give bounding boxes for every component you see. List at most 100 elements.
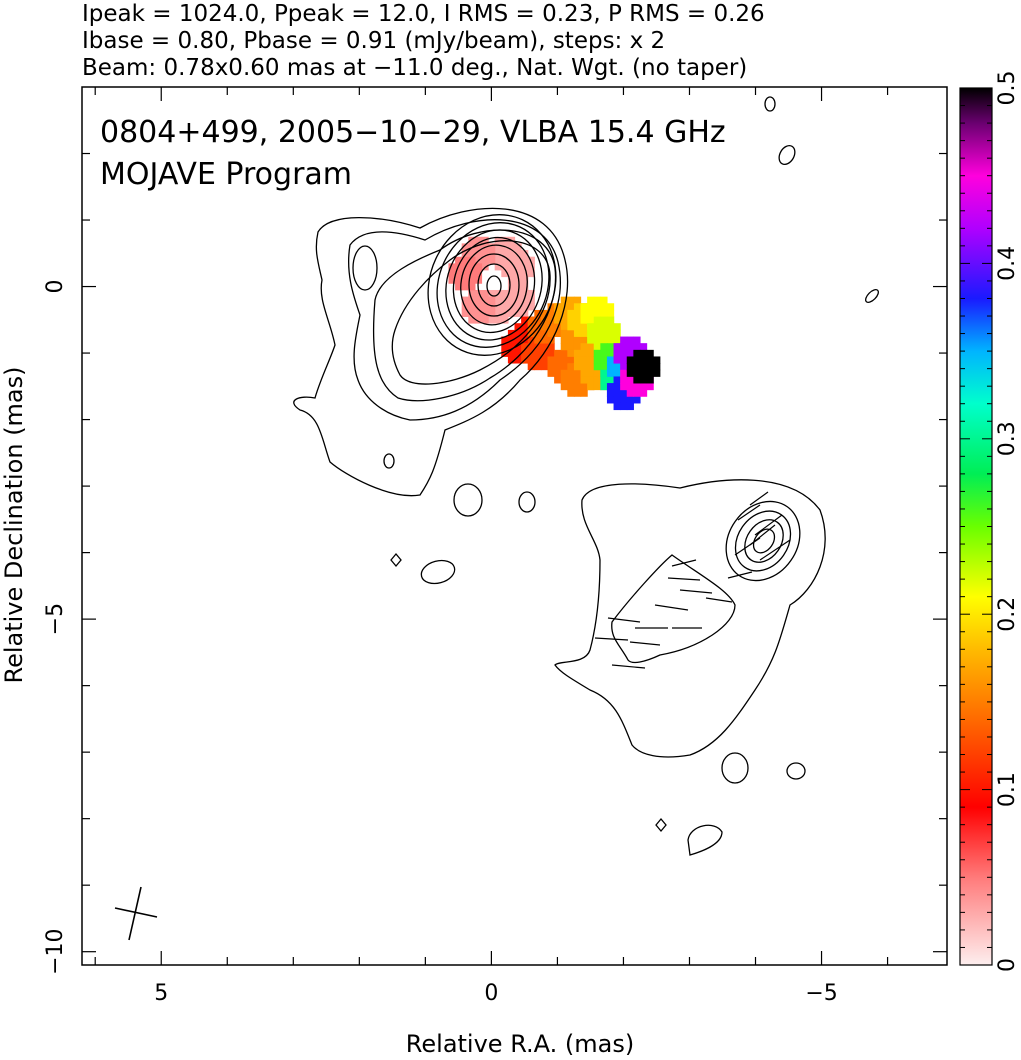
pol-pixel — [646, 349, 654, 358]
pol-pixel — [613, 323, 621, 331]
island-contour — [764, 96, 776, 112]
pol-pixel — [540, 329, 549, 337]
pol-pixel — [613, 356, 621, 364]
pol-pixel — [507, 269, 516, 278]
pol-pixel — [646, 376, 654, 384]
core-contour-5 — [427, 214, 557, 356]
pol-pixel — [514, 303, 522, 311]
pol-pixel — [600, 316, 608, 324]
pol-pixel — [580, 376, 588, 384]
pol-pixel — [593, 309, 601, 318]
pol-pixel — [600, 303, 608, 311]
pol-pixel — [587, 356, 595, 364]
pol-pixel — [580, 329, 588, 337]
pol-pixel — [573, 329, 582, 337]
jet-outer-contour — [554, 479, 826, 758]
pol-pixel — [474, 243, 483, 251]
pol-pixel — [547, 309, 555, 318]
pol-pixel — [587, 349, 595, 358]
core-contour-7 — [445, 229, 543, 341]
pol-pixel — [587, 316, 595, 324]
header-line-2: Ibase = 0.80, Pbase = 0.91 (mJy/beam), s… — [82, 28, 665, 54]
pol-pixel — [573, 363, 582, 371]
pol-pixel — [560, 343, 568, 351]
pol-pixel — [501, 269, 509, 278]
pol-pixel — [514, 329, 522, 338]
pol-pixel — [534, 336, 542, 344]
chart-subtitle: MOJAVE Program — [100, 157, 352, 192]
pol-pixel — [547, 349, 555, 357]
pol-pixel — [573, 356, 582, 364]
pol-pixel — [600, 363, 608, 371]
pol-pixel — [620, 362, 628, 371]
pol-pixel — [468, 303, 476, 311]
pol-pixel — [507, 243, 516, 251]
pol-pixel — [580, 382, 588, 391]
pol-pixel — [573, 309, 582, 318]
pol-pixel — [507, 283, 516, 291]
pol-pixel — [507, 250, 516, 258]
beam-major-axis — [128, 886, 142, 941]
core-contour-2 — [348, 219, 561, 421]
island-contour — [786, 762, 806, 780]
evpa-stick — [737, 504, 761, 521]
pol-pixel — [567, 363, 575, 371]
pol-pixel — [633, 396, 641, 404]
pol-pixel — [633, 389, 641, 397]
pol-pixel — [554, 356, 562, 364]
pol-pixel — [474, 309, 483, 318]
pol-pixel — [540, 356, 549, 364]
header-line-3: Beam: 0.78x0.60 mas at −11.0 deg., Nat. … — [82, 55, 747, 81]
pol-pixel — [521, 329, 529, 338]
pol-pixel — [606, 336, 615, 344]
pol-pixel — [507, 289, 516, 298]
pol-pixel — [554, 349, 562, 358]
pol-pixel — [639, 376, 648, 384]
pol-pixel — [639, 363, 648, 371]
pol-pixel — [468, 316, 476, 324]
pol-pixel — [606, 396, 615, 404]
pol-pixel — [593, 376, 601, 384]
pol-pixel — [580, 389, 588, 397]
pol-pixel — [580, 303, 588, 311]
pol-pixel — [494, 256, 502, 264]
pol-pixel — [613, 389, 621, 397]
pol-pixel — [613, 402, 621, 411]
pol-pixel — [626, 363, 634, 371]
pol-pixel — [488, 243, 496, 251]
pol-pixel — [468, 283, 476, 291]
pol-pixel — [468, 256, 476, 264]
pol-pixel — [527, 263, 535, 271]
island-contour — [390, 552, 402, 568]
tick-labels: 5 0 −5 0 −5 −10 — [43, 280, 838, 1006]
pol-pixel — [534, 309, 542, 318]
pol-pixel — [540, 336, 549, 344]
pol-pixel — [547, 363, 555, 371]
pol-pixel — [613, 376, 621, 384]
pol-pixel — [646, 382, 654, 391]
pol-pixel — [501, 316, 509, 324]
pol-pixel — [567, 343, 575, 351]
pol-pixel — [606, 329, 615, 338]
pol-pixel — [606, 389, 615, 397]
pol-pixel — [514, 250, 522, 258]
pol-pixel — [626, 343, 634, 351]
pol-pixel — [488, 256, 496, 264]
pol-pixel — [468, 249, 476, 258]
pol-pixel — [521, 276, 529, 284]
pol-pixel — [567, 376, 575, 384]
pol-pixel — [501, 349, 509, 357]
pol-pixel — [573, 382, 582, 391]
pol-pixel — [587, 336, 595, 344]
pol-pixel — [474, 303, 483, 311]
pol-pixel — [653, 363, 661, 371]
pol-pixel — [653, 369, 661, 377]
evpa-stick — [705, 597, 733, 603]
pol-pixel — [613, 343, 621, 351]
pol-pixel — [494, 316, 502, 324]
pol-pixel — [626, 389, 634, 397]
pol-pixel — [468, 276, 476, 284]
pol-pixel — [474, 263, 483, 271]
pol-pixel — [606, 356, 615, 364]
pol-pixel — [613, 329, 621, 338]
